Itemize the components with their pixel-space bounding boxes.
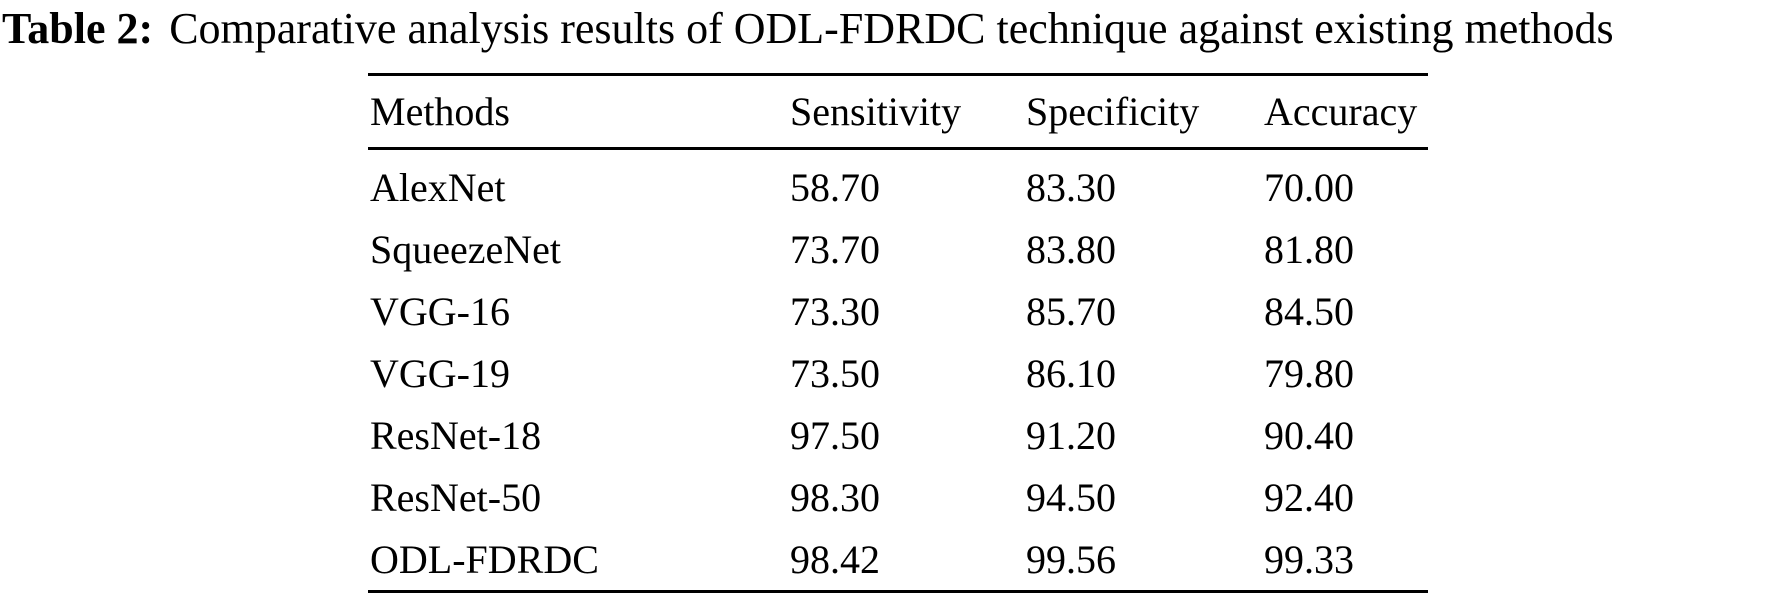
column-header-methods: Methods bbox=[368, 74, 788, 150]
cell-specificity: 86.10 bbox=[1026, 350, 1116, 396]
column-header-specificity: Specificity bbox=[1024, 74, 1262, 150]
table-row: VGG-16 73.30 85.70 84.50 bbox=[368, 280, 1428, 342]
cell-sensitivity: 97.50 bbox=[790, 412, 880, 458]
cell-method: SqueezeNet bbox=[370, 226, 562, 272]
cell-sensitivity: 58.70 bbox=[790, 164, 880, 210]
cell-accuracy: 81.80 bbox=[1264, 226, 1354, 272]
cell-sensitivity: 73.30 bbox=[790, 288, 880, 334]
cell-sensitivity: 98.42 bbox=[790, 536, 880, 582]
table-caption: Table 2: Comparative analysis results of … bbox=[2, 0, 1783, 58]
cell-sensitivity: 73.50 bbox=[790, 350, 880, 396]
cell-specificity: 83.80 bbox=[1026, 226, 1116, 272]
cell-specificity: 85.70 bbox=[1026, 288, 1116, 334]
table-row: ResNet-18 97.50 91.20 90.40 bbox=[368, 404, 1428, 466]
comparison-results-table: Methods Sensitivity Specificity Accuracy… bbox=[368, 73, 1428, 593]
cell-method: VGG-19 bbox=[370, 350, 510, 396]
table-row: VGG-19 73.50 86.10 79.80 bbox=[368, 342, 1428, 404]
cell-specificity: 94.50 bbox=[1026, 474, 1116, 520]
cell-specificity: 83.30 bbox=[1026, 164, 1116, 210]
cell-sensitivity: 98.30 bbox=[790, 474, 880, 520]
cell-accuracy: 70.00 bbox=[1264, 164, 1354, 210]
cell-accuracy: 79.80 bbox=[1264, 350, 1354, 396]
cell-sensitivity: 73.70 bbox=[790, 226, 880, 272]
table-caption-text: Comparative analysis results of ODL-FDRD… bbox=[169, 4, 1614, 53]
cell-accuracy: 92.40 bbox=[1264, 474, 1354, 520]
cell-specificity: 99.56 bbox=[1026, 536, 1116, 582]
table-caption-label: Table 2: bbox=[2, 4, 154, 53]
cell-method: VGG-16 bbox=[370, 288, 510, 334]
cell-method: ODL-FDRDC bbox=[370, 536, 599, 582]
column-header-accuracy: Accuracy bbox=[1262, 74, 1428, 150]
cell-method: ResNet-18 bbox=[370, 412, 542, 458]
table-row: SqueezeNet 73.70 83.80 81.80 bbox=[368, 218, 1428, 280]
table-row: ResNet-50 98.30 94.50 92.40 bbox=[368, 466, 1428, 528]
table-row: AlexNet 58.70 83.30 70.00 bbox=[368, 149, 1428, 219]
table-header-row: Methods Sensitivity Specificity Accuracy bbox=[368, 74, 1428, 150]
cell-accuracy: 84.50 bbox=[1264, 288, 1354, 334]
cell-method: ResNet-50 bbox=[370, 474, 542, 520]
cell-method: AlexNet bbox=[370, 164, 506, 210]
column-header-sensitivity: Sensitivity bbox=[788, 74, 1024, 150]
table-row: ODL-FDRDC 98.42 99.56 99.33 bbox=[368, 528, 1428, 592]
cell-accuracy: 90.40 bbox=[1264, 412, 1354, 458]
cell-accuracy: 99.33 bbox=[1264, 536, 1354, 582]
cell-specificity: 91.20 bbox=[1026, 412, 1116, 458]
